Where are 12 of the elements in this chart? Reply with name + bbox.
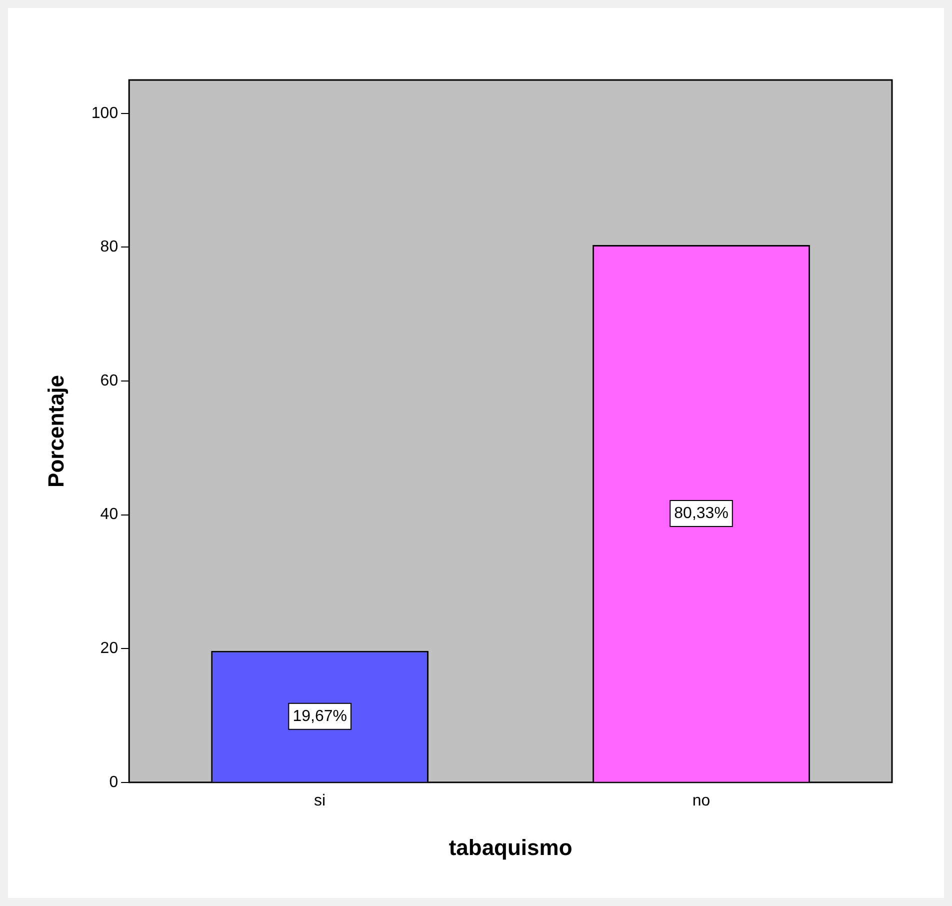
y-tick-label: 100 xyxy=(91,104,118,122)
y-tick-label: 80 xyxy=(100,238,118,256)
y-axis-title: Porcentaje xyxy=(43,374,68,488)
x-axis-title: tabaquismo xyxy=(448,834,572,860)
y-tick-label: 20 xyxy=(100,640,118,658)
x-tick-label: si xyxy=(314,792,326,810)
y-tick-label: 60 xyxy=(100,372,118,390)
data-label: 80,33% xyxy=(674,504,728,522)
y-tick-label: 40 xyxy=(100,506,118,524)
y-tick-label: 0 xyxy=(109,774,118,791)
x-tick-label: no xyxy=(692,792,710,810)
data-label: 19,67% xyxy=(292,708,347,725)
